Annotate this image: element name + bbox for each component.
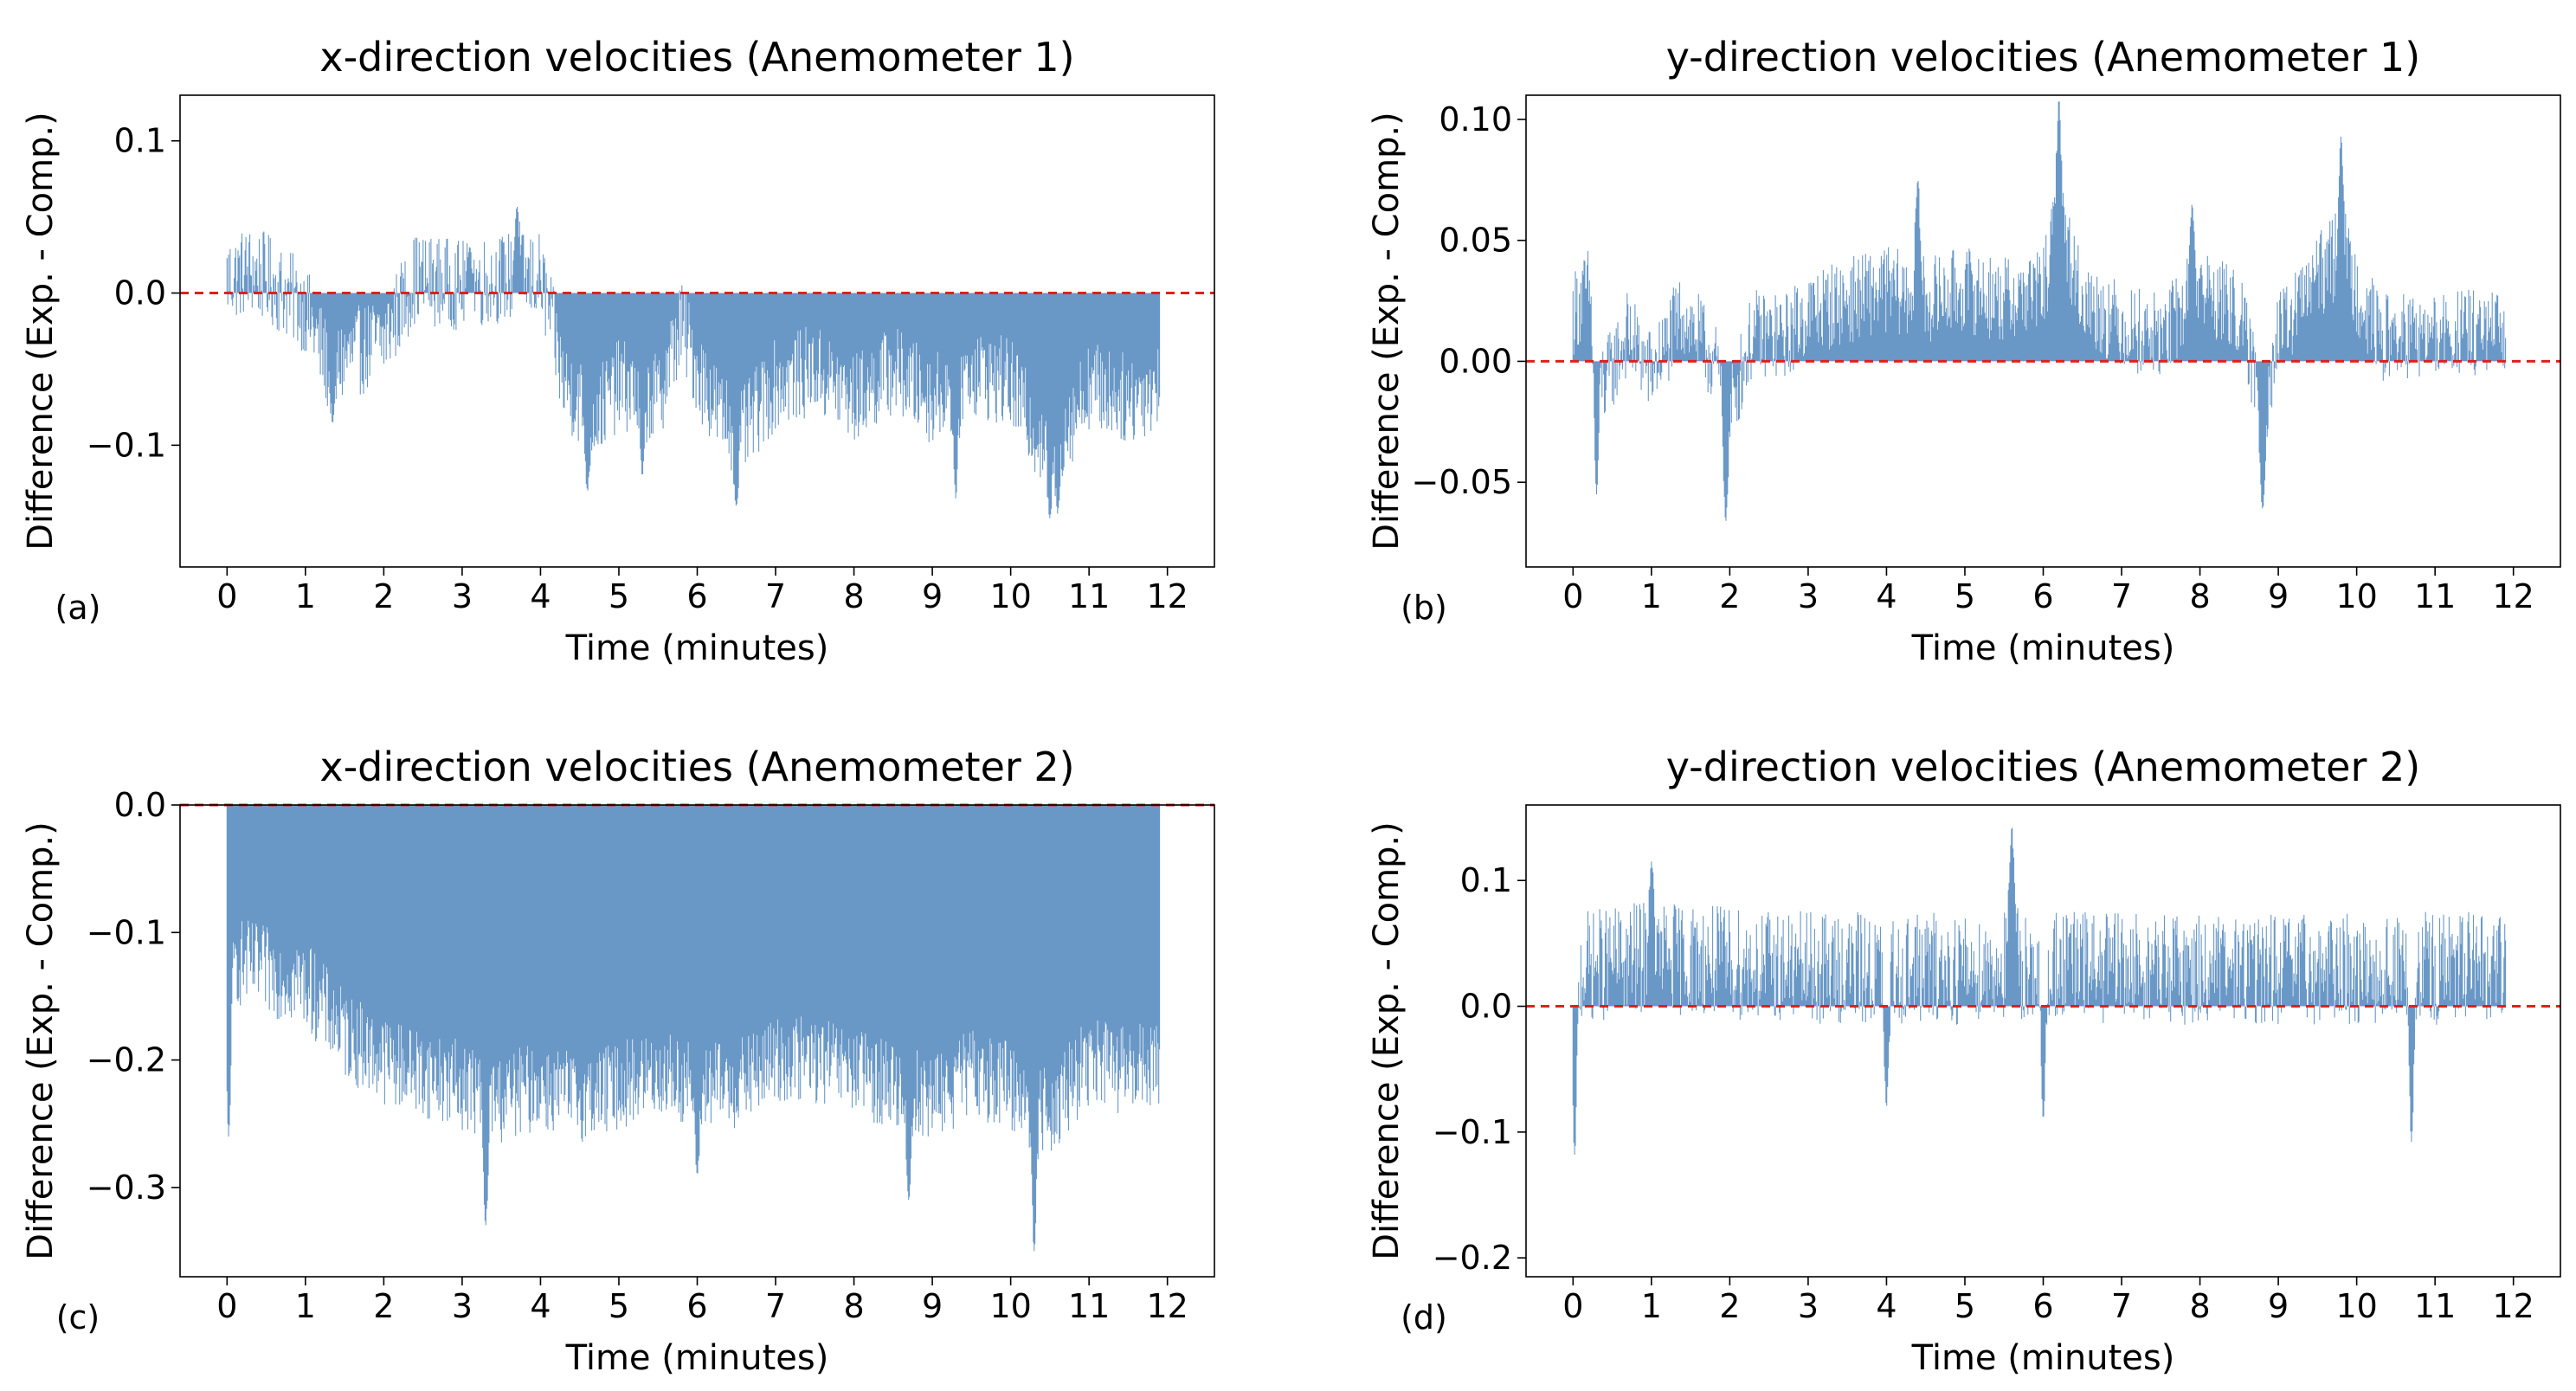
chart-title: x-direction velocities (Anemometer 1) [319, 34, 1074, 80]
x-tick-label: 0 [1562, 577, 1583, 615]
y-axis-label: Difference (Exp. - Comp.) [21, 112, 61, 551]
y-tick-label: 0.05 [1439, 222, 1512, 260]
chart-title: x-direction velocities (Anemometer 2) [319, 744, 1074, 790]
y-tick-label: 0.1 [114, 122, 166, 160]
x-tick-label: 0 [1562, 1287, 1583, 1325]
x-tick-label: 4 [1876, 1287, 1897, 1325]
y-axis-label: Difference (Exp. - Comp.) [21, 821, 61, 1260]
x-tick-label: 9 [922, 577, 943, 615]
x-tick-label: 7 [765, 577, 786, 615]
x-axis-label: Time (minutes) [565, 1338, 829, 1378]
x-tick-label: 6 [686, 1287, 707, 1325]
x-tick-label: 10 [989, 577, 1031, 615]
y-tick-label: −0.2 [1433, 1239, 1512, 1277]
y-tick-label: 0.0 [1460, 988, 1512, 1026]
y-axis-label: Difference (Exp. - Comp.) [1367, 112, 1407, 551]
y-tick-label: 0.0 [114, 786, 166, 824]
x-tick-label: 7 [2111, 577, 2132, 615]
x-tick-label: 2 [1719, 577, 1740, 615]
x-tick-label: 11 [2414, 577, 2456, 615]
x-tick-label: 4 [1876, 577, 1897, 615]
x-tick-label: 4 [530, 577, 551, 615]
x-tick-label: 6 [686, 577, 707, 615]
chart-c: 0 1 2 3 4 5 6 7 8 9 10 11 120.0−0.1−0.2−0.3x-directi… [21, 744, 1215, 1378]
chart-title: y-direction velocities (Anemometer 1) [1666, 34, 2420, 80]
x-tick-label: 8 [2189, 1287, 2210, 1325]
x-tick-label: 6 [2032, 577, 2053, 615]
y-axis-label: Difference (Exp. - Comp.) [1367, 821, 1407, 1260]
x-tick-label: 5 [1955, 577, 1975, 615]
x-tick-label: 1 [295, 577, 316, 615]
y-tick-label: −0.2 [87, 1041, 166, 1079]
x-tick-label: 11 [1068, 1287, 1110, 1325]
x-tick-label: 3 [1798, 1287, 1819, 1325]
x-tick-label: 3 [1798, 577, 1819, 615]
x-tick-label: 11 [1068, 577, 1110, 615]
y-tick-label: 0.00 [1439, 342, 1512, 380]
data-bars [226, 206, 1161, 518]
x-tick-label: 2 [373, 1287, 394, 1325]
x-tick-label: 0 [216, 1287, 237, 1325]
panel-label: (a) [55, 589, 101, 627]
x-tick-label: 2 [373, 577, 394, 615]
panel-label: (d) [1401, 1298, 1447, 1336]
data-bars [1572, 828, 2507, 1155]
y-tick-label: −0.05 [1412, 463, 1512, 501]
data-series [1572, 101, 2507, 521]
x-tick-label: 10 [989, 1287, 1031, 1325]
panel-label: (c) [56, 1298, 100, 1336]
x-tick-label: 12 [1147, 1287, 1188, 1325]
y-tick-label: −0.1 [87, 426, 166, 464]
x-tick-label: 1 [1641, 577, 1662, 615]
data-series [226, 206, 1161, 518]
y-tick-label: 0.10 [1439, 100, 1512, 138]
x-tick-label: 7 [2111, 1287, 2132, 1325]
data-bars [226, 805, 1161, 1252]
x-tick-label: 12 [1147, 577, 1188, 615]
data-series [226, 805, 1161, 1252]
x-tick-label: 5 [1955, 1287, 1975, 1325]
x-tick-label: 1 [295, 1287, 316, 1325]
x-tick-label: 11 [2414, 1287, 2456, 1325]
x-tick-label: 12 [2493, 1287, 2534, 1325]
data-bars [1572, 101, 2507, 521]
x-tick-label: 9 [2268, 1287, 2289, 1325]
x-tick-label: 1 [1641, 1287, 1662, 1325]
x-tick-label: 12 [2493, 577, 2534, 615]
x-tick-label: 3 [452, 577, 473, 615]
chart-a: 0 1 2 3 4 5 6 7 8 9 10 11 120.10.0−0.1x-direction ve… [21, 34, 1215, 668]
y-tick-label: −0.1 [1433, 1113, 1512, 1151]
x-tick-label: 9 [922, 1287, 943, 1325]
y-tick-label: 0.1 [1460, 861, 1512, 899]
x-tick-label: 5 [609, 577, 629, 615]
x-axis-label: Time (minutes) [1911, 1338, 2175, 1378]
x-tick-label: 2 [1719, 1287, 1740, 1325]
x-tick-label: 7 [765, 1287, 786, 1325]
x-tick-label: 3 [452, 1287, 473, 1325]
y-tick-label: −0.3 [87, 1169, 166, 1207]
x-tick-label: 4 [530, 1287, 551, 1325]
x-tick-label: 10 [2335, 577, 2377, 615]
x-tick-label: 8 [2189, 577, 2210, 615]
x-tick-label: 8 [843, 577, 864, 615]
chart-d: 0 1 2 3 4 5 6 7 8 9 10 11 120.10.0−0.1−0.2y-directio… [1367, 744, 2561, 1378]
y-tick-label: −0.1 [87, 913, 166, 951]
chart-b: 0 1 2 3 4 5 6 7 8 9 10 11 120.100.050.00−0.05y-direc… [1367, 34, 2561, 668]
x-tick-label: 10 [2335, 1287, 2377, 1325]
x-axis-label: Time (minutes) [565, 628, 829, 668]
data-series [1572, 828, 2507, 1155]
x-tick-label: 8 [843, 1287, 864, 1325]
chart-title: y-direction velocities (Anemometer 2) [1666, 744, 2420, 790]
y-tick-label: 0.0 [114, 274, 166, 312]
x-tick-label: 9 [2268, 577, 2289, 615]
x-tick-label: 0 [216, 577, 237, 615]
x-tick-label: 5 [609, 1287, 629, 1325]
x-tick-label: 6 [2032, 1287, 2053, 1325]
x-axis-label: Time (minutes) [1911, 628, 2175, 668]
panel-label: (b) [1401, 589, 1447, 627]
